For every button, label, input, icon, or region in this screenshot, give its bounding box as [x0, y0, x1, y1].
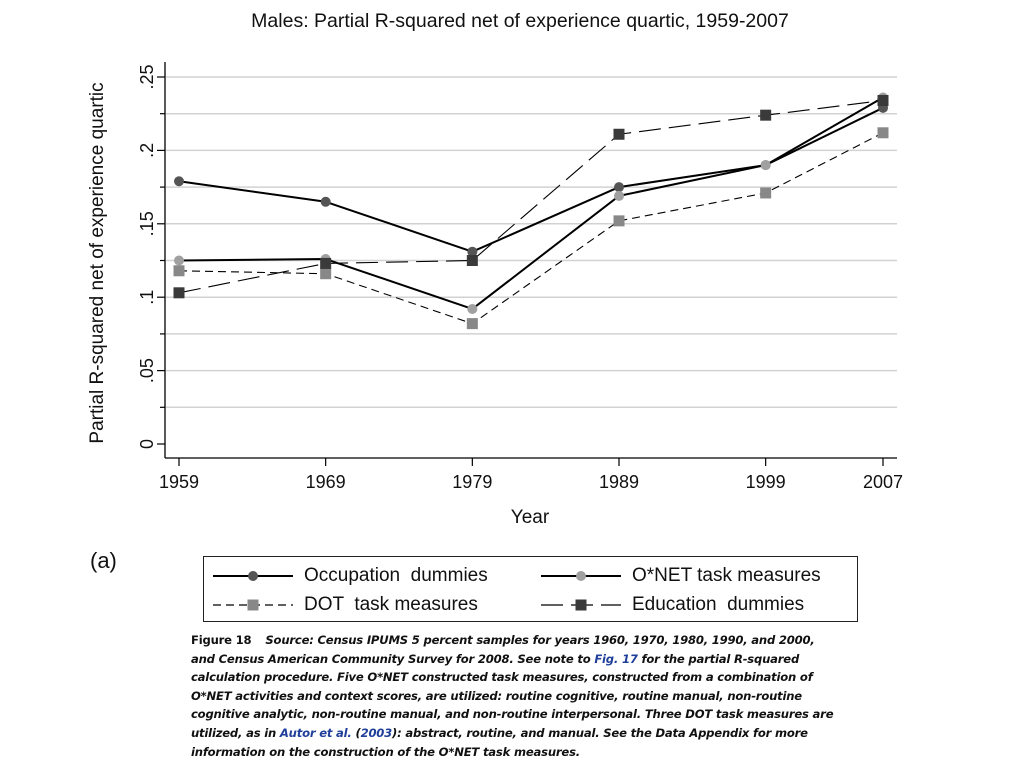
caption-text: Source: Census IPUMS 5 percent samples f… [191, 633, 815, 666]
autor-et-al-link[interactable]: Autor et al. [279, 725, 352, 740]
x-tick-label: 1999 [746, 472, 786, 492]
series-line [178, 99, 884, 294]
series-line [178, 106, 884, 253]
legend-entry-education-dummies: Education dummies [540, 592, 804, 618]
data-series [173, 92, 889, 330]
x-tick-label: 2007 [863, 472, 903, 492]
line-chart: Males: Partial R-squared net of experien… [87, 10, 903, 528]
data-point [320, 196, 331, 207]
x-tick-label: 1969 [306, 472, 346, 492]
y-axis-title: Partial R-squared net of experience quar… [87, 82, 108, 443]
data-point [466, 255, 478, 266]
data-point [320, 257, 332, 269]
series-line [178, 96, 884, 310]
series-3 [173, 94, 889, 299]
series-1 [174, 92, 888, 314]
data-point [614, 182, 624, 193]
series-0 [174, 102, 888, 257]
x-tick-label: 1959 [159, 472, 199, 492]
data-point [760, 109, 772, 121]
legend-label: DOT task measures [304, 594, 478, 615]
data-point [613, 128, 625, 140]
data-point [173, 287, 185, 299]
caption-text: for the partial R-squared calculation pr… [191, 651, 834, 740]
data-point [467, 246, 478, 257]
figure-caption: Figure 18 Source: Census IPUMS 5 percent … [191, 631, 837, 761]
legend-swatch [541, 599, 621, 611]
figure-label: Figure 18 [191, 633, 252, 647]
chart-legend: Occupation dummies O*NET task measures D… [203, 556, 858, 622]
axes: 0 .05 .1 .15 .2 .25 1959 1969 1979 1989 1999 2007 [137, 62, 903, 492]
y-tick-label: .1 [137, 290, 157, 305]
y-tick-label: .15 [137, 211, 157, 236]
series-2 [173, 127, 889, 330]
legend-swatch [213, 599, 293, 611]
autor-2003-link[interactable]: 2003 [360, 725, 393, 740]
y-tick-label: .2 [137, 143, 157, 158]
data-point [613, 215, 625, 227]
data-point [877, 94, 889, 106]
caption-text: ): abstract, routine, and manual. See th… [191, 725, 808, 759]
legend-swatch [541, 571, 621, 581]
legend-label: O*NET task measures [632, 565, 821, 586]
data-point [614, 190, 624, 201]
series-line [178, 132, 884, 325]
panel-label: (a) [90, 548, 117, 573]
gridlines [166, 76, 897, 409]
legend-swatch [213, 571, 293, 581]
legend-label: Occupation dummies [304, 565, 488, 586]
data-point [174, 176, 184, 187]
data-point [320, 268, 332, 280]
data-point [466, 318, 478, 330]
y-tick-label: 0 [137, 439, 157, 449]
figure-17-link[interactable]: Fig. 17 [594, 651, 638, 666]
x-tick-label: 1979 [452, 472, 492, 492]
caption-text: ( [351, 725, 361, 740]
y-tick-label: .05 [137, 358, 157, 383]
legend-label: Education dummies [632, 594, 805, 615]
x-tick-label: 1989 [599, 472, 639, 492]
legend-entry-onet-task-measures: O*NET task measures [540, 563, 821, 589]
legend-entry-dot-task-measures: DOT task measures [212, 592, 478, 618]
chart-title: Males: Partial R-squared net of experien… [251, 10, 789, 32]
legend-entry-occupation-dummies: Occupation dummies [212, 563, 488, 589]
data-point [760, 160, 771, 171]
data-point [173, 265, 185, 277]
data-point [760, 187, 772, 199]
data-point [467, 303, 478, 314]
data-point [877, 127, 889, 139]
x-axis-title: Year [511, 507, 550, 528]
data-point [174, 255, 184, 266]
y-tick-label: .25 [137, 64, 157, 89]
